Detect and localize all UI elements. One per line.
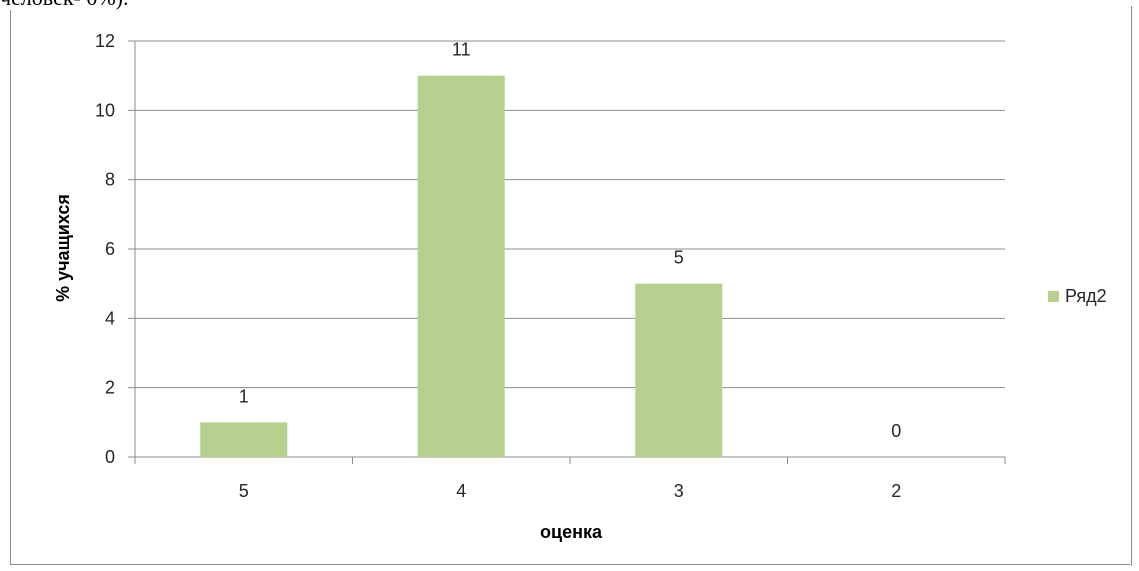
y-tick-label: 0 (105, 447, 115, 467)
y-tick-label: 8 (105, 170, 115, 190)
gridlines (135, 40, 1005, 389)
x-axis-title: оценка (540, 522, 603, 542)
bar-3 (635, 283, 723, 457)
x-tick-label: 2 (891, 481, 901, 501)
x-tick-label: 3 (674, 481, 684, 501)
y-tick-label: 6 (105, 239, 115, 259)
data-label: 5 (674, 248, 684, 268)
data-label: 0 (891, 421, 901, 441)
x-tick-label: 5 (239, 481, 249, 501)
y-tick-label: 4 (105, 308, 115, 328)
x-tick-label: 4 (456, 481, 466, 501)
data-label: 1 (239, 386, 249, 406)
data-label: 11 (452, 40, 471, 60)
labels: 5 1 4 11 3 5 2 0 (239, 40, 902, 501)
header-text-fragment: человек- 0%). (0, 0, 129, 10)
bar-4 (417, 75, 505, 458)
y-axis-title: % учащихся (53, 194, 73, 302)
y-tick-label: 10 (95, 100, 115, 120)
legend-label: Ряд2 (1065, 286, 1107, 306)
chart-frame (10, 10, 1130, 565)
chart-frame-right-edge (1131, 6, 1132, 566)
y-tick-label: 2 (105, 378, 115, 398)
bar-5 (200, 422, 288, 457)
legend-swatch (1048, 291, 1059, 302)
bars (200, 75, 723, 458)
legend: Ряд2 (1048, 286, 1107, 306)
y-tick-label: 12 (95, 31, 115, 51)
